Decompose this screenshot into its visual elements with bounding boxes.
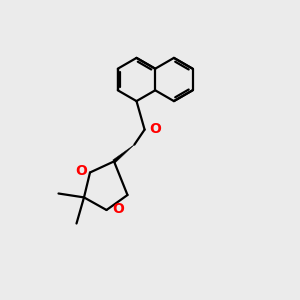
Text: O: O <box>112 202 124 216</box>
Polygon shape <box>113 145 134 163</box>
Text: O: O <box>76 164 88 178</box>
Text: O: O <box>149 122 161 136</box>
